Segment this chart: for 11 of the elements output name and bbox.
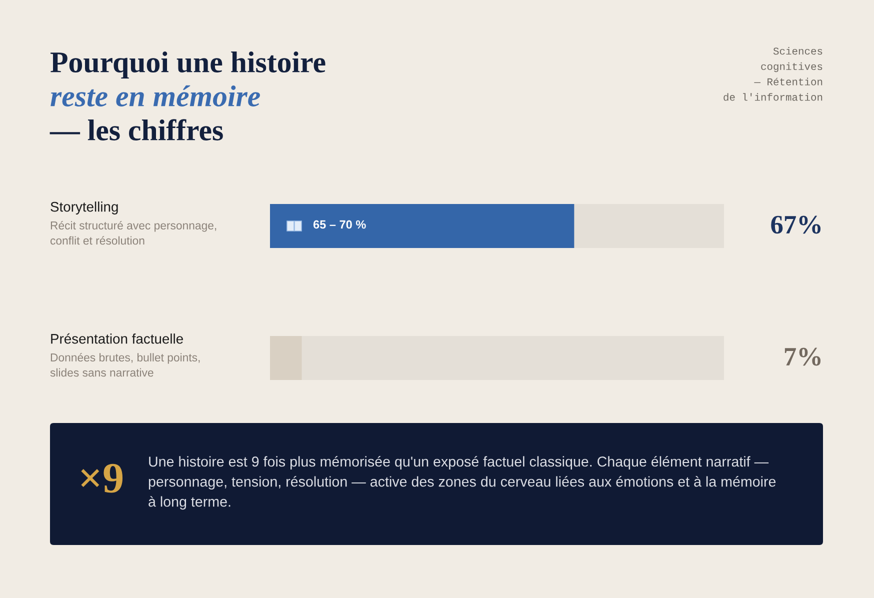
text: ×9	[81, 464, 123, 493]
text: Récit structuré avec personnage, conflit et résolution	[50, 221, 216, 245]
data-label: 7%	[784, 348, 821, 366]
y-tick-label: Présentation factuelle	[51, 333, 183, 344]
data-label: 67%	[771, 216, 821, 234]
text: Données brutes, bullet points, slides sans narrative	[50, 353, 200, 377]
text: Sciences cognitives — Rétention de l'information	[724, 47, 822, 101]
annotation: 65 – 70 %	[313, 220, 366, 229]
chart-title: Pourquoi une histoire reste en mémoire — les chiffres	[50, 51, 326, 140]
y-tick-label: Storytelling	[50, 202, 118, 214]
text: Une histoire est 9 fois plus mémorisée qu'un exposé factuel classique. Chaque élément narratif — personnage, tension, résolution — active des zones du cerveau liées aux émotions et à la mémoire à long terme.	[148, 456, 776, 510]
